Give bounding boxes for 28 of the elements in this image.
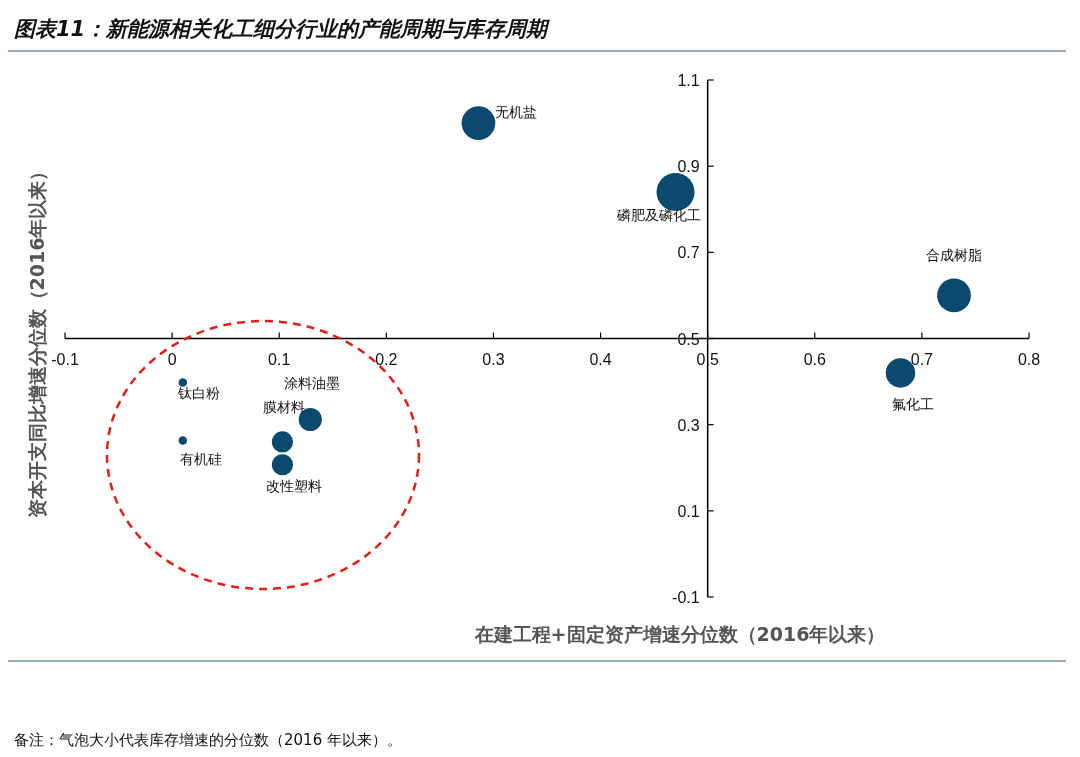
x-tick-label: 0.8 <box>1017 350 1041 368</box>
annotation: 改性塑料 <box>266 477 323 494</box>
x-tick-label: 0.1 <box>268 350 291 368</box>
annotation: 有机硅 <box>179 450 222 467</box>
y-axis-title: 资本开支同比增速分位数（2016年以来） <box>26 161 48 519</box>
annotation: 氟化工 <box>892 395 935 412</box>
y-tick-label: 0.1 <box>677 502 700 520</box>
x-tick-label: 0.3 <box>482 350 505 368</box>
x-tick-label: -0.1 <box>51 350 79 368</box>
x-tick-label: 0.7 <box>910 350 934 368</box>
y-tick-label: 1.1 <box>677 72 700 89</box>
y-tick-label: -0.1 <box>672 589 700 606</box>
y-tick-label: 0.3 <box>677 416 700 434</box>
annotation: 涂料油墨 <box>284 375 341 392</box>
x-tick-label: 0.4 <box>589 350 612 368</box>
annotation: 磷肥及磷化工 <box>615 207 701 224</box>
x-axis-title: 在建工程+固定资产增速分位数（2016年以来） <box>473 623 886 645</box>
x-tick-label: 0.6 <box>803 350 826 368</box>
annotation: 无机盐 <box>495 104 538 121</box>
chart-title: 图表11：新能源相关化工细分行业的产能周期与库存周期 <box>14 17 551 41</box>
y-tick-label: 0.7 <box>677 244 700 262</box>
annotation: 钛白粉 <box>176 385 220 402</box>
y-tick-label: 0.9 <box>677 158 700 176</box>
annotation: 膜材料 <box>263 398 306 415</box>
x-tick-label: 0 <box>167 350 177 368</box>
text: 备注：气泡大小代表库存增速的分位数（2016 年以来）。 <box>14 731 402 749</box>
x-tick-label: 0.2 <box>375 350 398 368</box>
annotation: 合成树脂 <box>926 247 983 264</box>
